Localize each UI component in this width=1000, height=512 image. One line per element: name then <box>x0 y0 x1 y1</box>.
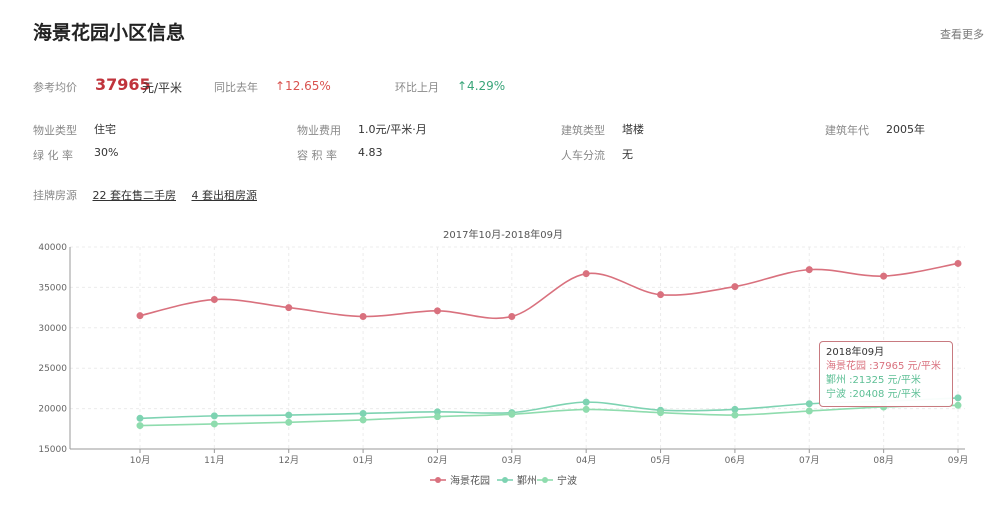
x-tick-label: 05月 <box>650 455 670 466</box>
data-point-1 <box>285 411 293 419</box>
data-point-2 <box>508 410 516 418</box>
attr-label: 建筑类型 <box>561 124 605 137</box>
data-point-1 <box>805 400 813 408</box>
data-point-1 <box>582 398 590 406</box>
attr-value: 住宅 <box>94 123 116 136</box>
yoy-label: 同比去年 <box>214 81 258 94</box>
data-point-1 <box>210 412 218 420</box>
attr-value: 2005年 <box>886 123 925 136</box>
data-point-0 <box>954 259 962 267</box>
attr-label: 人车分流 <box>561 149 605 162</box>
price-row: 参考均价 37965 元/平米 同比去年 ↑12.65% 环比上月 ↑4.29% <box>33 75 973 96</box>
legend-label: 海景花园 <box>450 474 490 487</box>
x-tick-label: 12月 <box>279 455 299 466</box>
data-point-1 <box>136 414 144 422</box>
x-tick-label: 04月 <box>576 455 596 466</box>
listing-row: 挂牌房源 22 套在售二手房 4 套出租房源 <box>33 187 257 203</box>
x-tick-label: 07月 <box>799 455 819 466</box>
data-point-1 <box>359 409 367 417</box>
price-trend-chart: 2017年10月-2018年09月 40000 35000 30000 25000 200… <box>38 228 968 487</box>
y-tick-label: 20000 <box>38 405 67 415</box>
data-point-0 <box>136 312 144 320</box>
view-more-link[interactable]: 查看更多 <box>940 28 984 41</box>
attr-value: 无 <box>622 148 633 161</box>
data-point-2 <box>657 409 665 417</box>
data-point-0 <box>508 312 516 320</box>
x-tick-label: 10月 <box>130 455 150 466</box>
chart-title: 2017年10月-2018年09月 <box>443 228 563 241</box>
series-line-2 <box>139 404 959 427</box>
x-tick-label: 02月 <box>427 455 447 466</box>
y-tick-label: 15000 <box>38 445 67 455</box>
x-tick-label: 09月 <box>948 455 968 466</box>
attr-value: 4.83 <box>358 146 383 159</box>
mom-label: 环比上月 <box>395 81 439 94</box>
data-point-0 <box>359 312 367 320</box>
data-point-0 <box>731 283 739 291</box>
attr-label: 建筑年代 <box>825 124 869 137</box>
data-point-2 <box>805 407 813 415</box>
y-tick-label: 30000 <box>38 324 67 334</box>
mom-value: ↑4.29% <box>457 79 506 93</box>
attr-value: 塔楼 <box>622 123 644 136</box>
x-tick-label: 03月 <box>502 455 522 466</box>
data-point-2 <box>210 420 218 428</box>
chart-tooltip: 2018年09月 海景花园 :37965 元/平米 鄞州 :21325 元/平米… <box>819 341 953 407</box>
data-point-2 <box>136 422 144 430</box>
data-point-0 <box>433 307 441 315</box>
legend-marker <box>502 477 508 483</box>
legend-marker <box>542 477 548 483</box>
tooltip-line-ningbo: 宁波 :20408 元/平米 <box>826 389 921 400</box>
attr-label: 容 积 率 <box>297 149 337 162</box>
legend-label: 鄞州 <box>517 474 537 487</box>
legend-label: 宁波 <box>557 474 577 487</box>
data-point-2 <box>582 405 590 413</box>
y-tick-label: 25000 <box>38 364 67 374</box>
attr-value: 30% <box>94 146 119 159</box>
data-point-1 <box>954 394 962 402</box>
x-tick-label: 06月 <box>725 455 745 466</box>
x-tick-label: 08月 <box>873 455 893 466</box>
data-point-2 <box>433 413 441 421</box>
y-tick-label: 40000 <box>38 243 67 253</box>
x-tick-label: 01月 <box>353 455 373 466</box>
for-rent-link[interactable]: 4 套出租房源 <box>191 189 258 202</box>
avg-price-label: 参考均价 <box>33 81 77 94</box>
attr-label: 绿 化 率 <box>33 149 73 162</box>
tooltip-line-yinzhou: 鄞州 :21325 元/平米 <box>826 375 921 386</box>
data-point-2 <box>285 418 293 426</box>
y-tick-label: 35000 <box>38 283 67 293</box>
data-point-0 <box>582 270 590 278</box>
data-point-2 <box>954 401 962 409</box>
avg-price-value: 37965 <box>95 75 151 94</box>
legend-marker <box>435 477 441 483</box>
data-point-1 <box>731 405 739 413</box>
x-tick-label: 11月 <box>204 455 224 466</box>
data-point-0 <box>210 296 218 304</box>
page-title: 海景花园小区信息 <box>33 22 186 44</box>
avg-price-unit: 元/平米 <box>142 81 183 95</box>
yoy-value: ↑12.65% <box>275 79 331 93</box>
attr-label: 物业类型 <box>33 124 77 137</box>
data-point-2 <box>359 416 367 424</box>
data-point-0 <box>657 291 665 299</box>
tooltip-line-haijing: 海景花园 :37965 元/平米 <box>826 361 941 372</box>
tooltip-title: 2018年09月 <box>826 347 885 358</box>
data-point-0 <box>285 304 293 312</box>
attr-value: 1.0元/平米·月 <box>358 123 427 136</box>
listing-label: 挂牌房源 <box>33 189 77 202</box>
series-line-1 <box>139 397 959 420</box>
series-line-0 <box>139 262 959 320</box>
data-point-0 <box>880 272 888 280</box>
attr-label: 物业费用 <box>297 124 341 137</box>
data-point-2 <box>731 411 739 419</box>
data-point-0 <box>805 266 813 274</box>
for-sale-link[interactable]: 22 套在售二手房 <box>92 189 177 202</box>
